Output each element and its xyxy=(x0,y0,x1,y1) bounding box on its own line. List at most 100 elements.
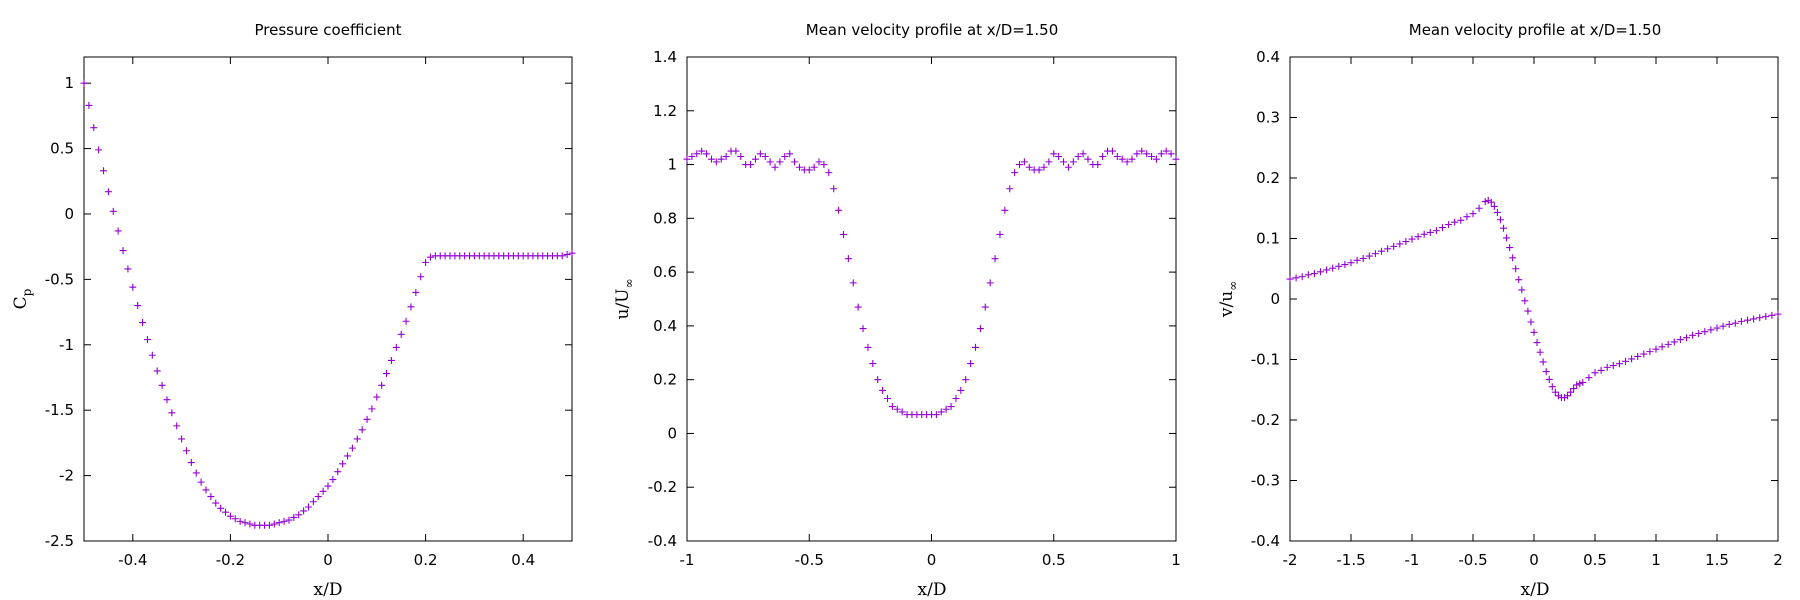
data-point xyxy=(1713,324,1721,332)
x-axis-label: x/D xyxy=(918,580,947,600)
data-point xyxy=(139,319,147,327)
data-point xyxy=(358,426,366,434)
y-tick-label: -0.3 xyxy=(1251,472,1280,490)
y-tick-label: -0.4 xyxy=(648,532,677,550)
data-point xyxy=(100,167,108,175)
data-point xyxy=(422,258,430,266)
data-point xyxy=(1148,152,1156,160)
data-point xyxy=(1128,155,1136,163)
data-point xyxy=(1353,256,1361,264)
data-point xyxy=(1530,328,1538,336)
y-tick-label: 1.4 xyxy=(653,48,677,66)
data-point xyxy=(1622,357,1629,365)
data-point xyxy=(776,158,784,166)
velocity-u-panel: Mean velocity profile at x/D=1.50 -1 -0.5… xyxy=(613,21,1181,600)
data-point xyxy=(339,460,347,468)
data-point xyxy=(265,521,273,529)
y-tick-label: -0.2 xyxy=(648,478,677,496)
data-point xyxy=(217,504,225,512)
data-point xyxy=(883,394,891,402)
data-point xyxy=(771,163,779,171)
x-tick-label: -0.5 xyxy=(1458,551,1487,569)
data-point xyxy=(353,435,361,443)
data-point xyxy=(1731,319,1739,327)
data-point xyxy=(1079,150,1087,158)
data-point xyxy=(1396,240,1404,248)
data-point xyxy=(879,386,887,394)
data-point xyxy=(1536,348,1544,356)
data-point xyxy=(1408,235,1416,243)
data-point xyxy=(1689,331,1697,339)
data-point xyxy=(1628,355,1636,363)
data-point xyxy=(1521,297,1529,305)
y-tick-label: 0.2 xyxy=(1256,169,1280,187)
data-point xyxy=(1162,147,1170,155)
data-point xyxy=(737,152,745,160)
data-point xyxy=(1762,313,1770,321)
data-point xyxy=(182,447,190,455)
data-point xyxy=(854,303,862,311)
data-point xyxy=(373,393,381,401)
x-tick-label: 0.5 xyxy=(1042,551,1066,569)
data-point xyxy=(1365,252,1373,260)
data-point xyxy=(1496,216,1504,224)
data-point xyxy=(898,408,906,416)
data-point xyxy=(732,147,740,155)
x-tick-label: -0.4 xyxy=(118,551,147,569)
data-point xyxy=(1060,158,1068,166)
plot-frame xyxy=(686,56,1177,542)
data-point xyxy=(1172,155,1180,163)
data-point xyxy=(874,376,882,384)
y-tick-label: 0.2 xyxy=(653,371,677,389)
y-axis-label: Cp xyxy=(11,288,34,309)
data-point xyxy=(962,376,970,384)
data-point xyxy=(820,161,828,169)
data-point xyxy=(1719,322,1727,330)
data-point xyxy=(1113,152,1121,160)
x-axis-label: x/D xyxy=(314,580,343,600)
y-tick-label: 1 xyxy=(667,156,677,174)
data-point xyxy=(109,207,117,215)
data-point xyxy=(80,79,88,87)
data-point xyxy=(693,150,701,158)
x-tick-label: -2 xyxy=(1283,551,1298,569)
data-point xyxy=(1548,383,1556,391)
data-point xyxy=(1335,262,1343,270)
data-point xyxy=(187,459,195,467)
y-axis-label-subscript: p xyxy=(20,288,34,296)
x-axis-ticks: -1 -0.5 0 0.5 1 xyxy=(680,57,1181,569)
x-tick-label: 0 xyxy=(1529,551,1539,569)
y-tick-label: 0 xyxy=(667,424,677,442)
data-point xyxy=(1064,163,1072,171)
data-point xyxy=(1664,340,1672,348)
data-point xyxy=(825,169,833,177)
data-point xyxy=(1570,385,1578,393)
data-point xyxy=(839,230,847,238)
x-tick-label: -1.5 xyxy=(1336,551,1365,569)
x-tick-label: -0.2 xyxy=(216,551,245,569)
data-point xyxy=(85,101,93,109)
data-point xyxy=(849,279,857,287)
data-point xyxy=(1603,363,1611,371)
data-point xyxy=(124,265,132,273)
data-point xyxy=(1469,210,1477,218)
data-point xyxy=(869,360,877,368)
data-point xyxy=(1286,275,1294,283)
data-point xyxy=(698,147,706,155)
data-point xyxy=(1744,316,1751,324)
data-point xyxy=(893,405,901,413)
data-point xyxy=(1756,314,1764,322)
velocity-v-panel: Mean velocity profile at x/D=1.50 -2 -1.5… xyxy=(1217,21,1783,600)
data-point xyxy=(1157,150,1165,158)
data-point xyxy=(104,188,112,196)
data-point xyxy=(300,507,308,515)
data-point xyxy=(407,303,415,311)
data-point xyxy=(1567,388,1575,396)
data-point xyxy=(1001,206,1009,214)
data-point xyxy=(119,247,127,255)
data-point xyxy=(1670,338,1678,346)
data-point xyxy=(134,302,142,310)
data-point xyxy=(1445,221,1453,229)
data-point xyxy=(1439,224,1446,232)
data-point xyxy=(1475,204,1483,212)
